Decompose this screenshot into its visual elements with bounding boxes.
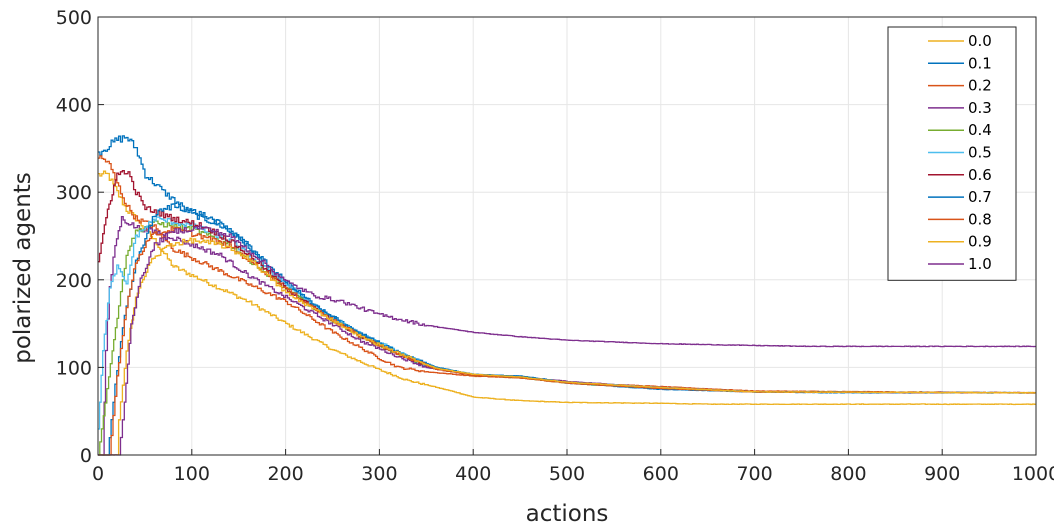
series-line-0.9 [98, 237, 1036, 456]
x-tick-label: 100 [174, 463, 210, 485]
x-tick-label: 700 [736, 463, 772, 485]
x-tick-label: 600 [643, 463, 679, 485]
y-tick-label: 400 [56, 95, 92, 117]
x-tick-label: 500 [549, 463, 585, 485]
legend-label: 0.2 [968, 77, 992, 95]
legend-label: 0.6 [968, 166, 992, 184]
x-tick-label: 800 [830, 463, 866, 485]
legend-box [887, 26, 1017, 281]
legend-label: 0.0 [968, 32, 992, 50]
legend-label: 0.5 [968, 144, 992, 162]
series-line-1.0 [98, 225, 1037, 456]
series-line-0.0 [98, 170, 1037, 406]
legend-label: 0.7 [968, 188, 992, 206]
y-axis-title: polarized agents [10, 172, 36, 364]
y-tick-label: 100 [56, 357, 92, 379]
y-tick-label: 500 [56, 7, 92, 29]
y-tick-label: 200 [56, 270, 92, 292]
legend-label: 0.8 [968, 210, 992, 228]
y-tick-label: 300 [56, 182, 92, 204]
legend-label: 0.9 [968, 233, 992, 251]
x-tick-label: 0 [92, 463, 104, 485]
legend: 0.0 0.1 0.2 0.3 0.4 0.5 0.6 0.7 0.8 0.9 1.0 [887, 26, 1017, 281]
x-tick-label: 900 [924, 463, 960, 485]
x-tick-label: 300 [361, 463, 397, 485]
axes [97, 16, 1037, 456]
legend-label: 0.1 [968, 54, 992, 72]
x-tick-label: 400 [455, 463, 491, 485]
x-axis-title: actions [526, 501, 609, 526]
x-tick-label: 200 [267, 463, 303, 485]
legend-label: 1.0 [968, 255, 992, 273]
legend-label: 0.3 [968, 99, 992, 117]
legend-label: 0.4 [968, 121, 992, 139]
series-layer [98, 135, 1037, 456]
y-tick-label: 0 [80, 445, 92, 467]
